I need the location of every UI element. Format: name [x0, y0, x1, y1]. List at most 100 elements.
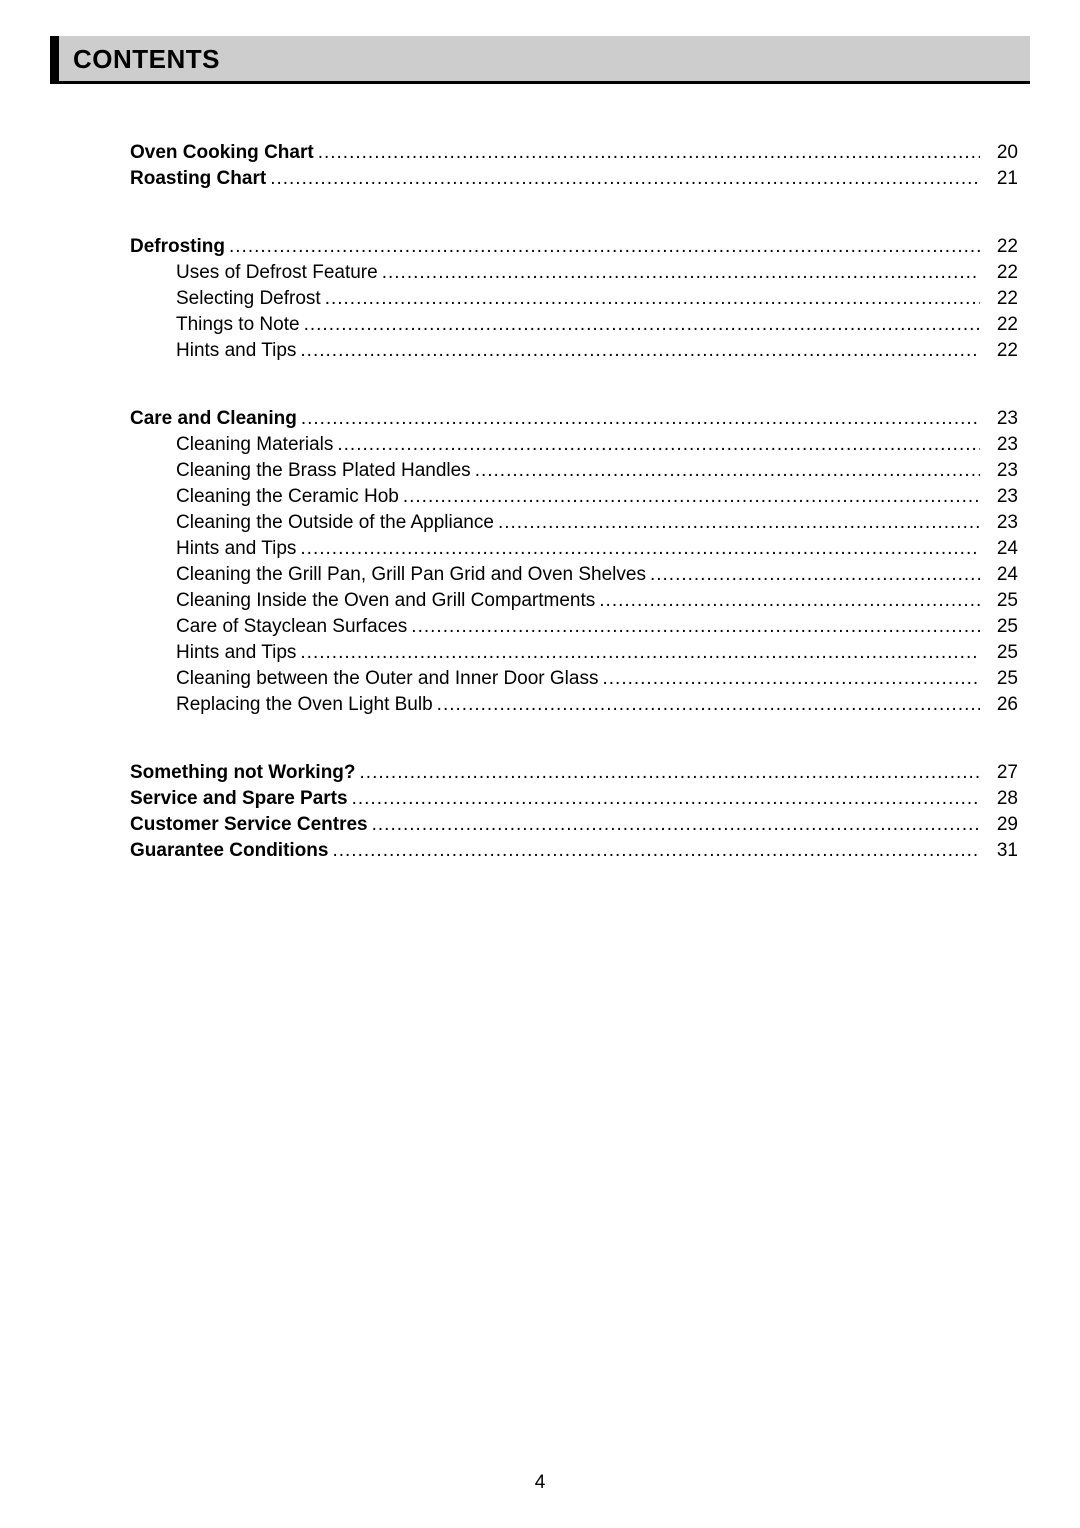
toc-leader-dots [602, 666, 980, 692]
toc-page: 23 [984, 484, 1018, 510]
page: CONTENTS Oven Cooking Chart 20 Roasting … [0, 0, 1080, 1528]
toc-page: 23 [984, 432, 1018, 458]
toc-entry: Oven Cooking Chart 20 [130, 140, 1018, 166]
toc-entry: Cleaning the Brass Plated Handles 23 [130, 458, 1018, 484]
toc-page: 23 [984, 406, 1018, 432]
toc-label: Care and Cleaning [130, 406, 297, 432]
toc-entry: Something not Working? 27 [130, 760, 1018, 786]
toc-page: 21 [984, 166, 1018, 192]
toc-label: Oven Cooking Chart [130, 140, 314, 166]
toc-leader-dots [411, 614, 980, 640]
toc-page: 29 [984, 812, 1018, 838]
page-number: 4 [0, 1472, 1080, 1494]
toc-entry: Replacing the Oven Light Bulb 26 [130, 692, 1018, 718]
toc-leader-dots [332, 838, 980, 864]
table-of-contents: Oven Cooking Chart 20 Roasting Chart 21 … [130, 140, 1018, 864]
toc-label: Things to Note [176, 312, 300, 338]
toc-page: 23 [984, 510, 1018, 536]
toc-leader-dots [382, 260, 980, 286]
toc-section: Defrosting 22 Uses of Defrost Feature 22… [130, 234, 1018, 364]
toc-section: Something not Working? 27 Service and Sp… [130, 760, 1018, 864]
toc-entry: Hints and Tips 24 [130, 536, 1018, 562]
toc-page: 24 [984, 562, 1018, 588]
toc-entry: Care of Stayclean Surfaces 25 [130, 614, 1018, 640]
toc-label: Selecting Defrost [176, 286, 321, 312]
toc-label: Hints and Tips [176, 640, 296, 666]
toc-page: 25 [984, 666, 1018, 692]
toc-label: Replacing the Oven Light Bulb [176, 692, 433, 718]
toc-label: Something not Working? [130, 760, 356, 786]
toc-page: 22 [984, 286, 1018, 312]
toc-page: 31 [984, 838, 1018, 864]
toc-leader-dots [270, 166, 980, 192]
toc-entry: Defrosting 22 [130, 234, 1018, 260]
toc-entry: Cleaning between the Outer and Inner Doo… [130, 666, 1018, 692]
toc-page: 25 [984, 614, 1018, 640]
toc-entry: Roasting Chart 21 [130, 166, 1018, 192]
toc-leader-dots [337, 432, 980, 458]
toc-page: 25 [984, 640, 1018, 666]
toc-leader-dots [352, 786, 980, 812]
toc-leader-dots [498, 510, 980, 536]
toc-leader-dots [304, 312, 980, 338]
toc-page: 23 [984, 458, 1018, 484]
toc-entry: Care and Cleaning 23 [130, 406, 1018, 432]
toc-label: Guarantee Conditions [130, 838, 328, 864]
toc-entry: Customer Service Centres 29 [130, 812, 1018, 838]
toc-page: 26 [984, 692, 1018, 718]
toc-leader-dots [318, 140, 980, 166]
toc-leader-dots [300, 536, 980, 562]
toc-leader-dots [325, 286, 980, 312]
toc-label: Cleaning the Ceramic Hob [176, 484, 399, 510]
contents-header-bar: CONTENTS [50, 36, 1030, 84]
toc-page: 22 [984, 260, 1018, 286]
toc-entry: Service and Spare Parts 28 [130, 786, 1018, 812]
toc-label: Hints and Tips [176, 338, 296, 364]
toc-page: 20 [984, 140, 1018, 166]
toc-label: Cleaning between the Outer and Inner Doo… [176, 666, 598, 692]
toc-label: Defrosting [130, 234, 225, 260]
toc-page: 28 [984, 786, 1018, 812]
toc-entry: Hints and Tips 25 [130, 640, 1018, 666]
toc-leader-dots [360, 760, 980, 786]
toc-entry: Uses of Defrost Feature 22 [130, 260, 1018, 286]
toc-page: 22 [984, 234, 1018, 260]
toc-leader-dots [300, 640, 980, 666]
toc-label: Cleaning Inside the Oven and Grill Compa… [176, 588, 595, 614]
toc-page: 25 [984, 588, 1018, 614]
toc-section: Care and Cleaning 23 Cleaning Materials … [130, 406, 1018, 718]
toc-label: Hints and Tips [176, 536, 296, 562]
toc-entry: Things to Note 22 [130, 312, 1018, 338]
toc-leader-dots [403, 484, 980, 510]
toc-leader-dots [599, 588, 980, 614]
toc-page: 24 [984, 536, 1018, 562]
toc-entry: Hints and Tips 22 [130, 338, 1018, 364]
toc-entry: Guarantee Conditions 31 [130, 838, 1018, 864]
toc-entry: Cleaning the Ceramic Hob 23 [130, 484, 1018, 510]
toc-leader-dots [301, 406, 980, 432]
toc-entry: Selecting Defrost 22 [130, 286, 1018, 312]
toc-leader-dots [372, 812, 980, 838]
toc-leader-dots [229, 234, 980, 260]
toc-entry: Cleaning the Outside of the Appliance 23 [130, 510, 1018, 536]
toc-label: Cleaning the Outside of the Appliance [176, 510, 494, 536]
toc-leader-dots [300, 338, 980, 364]
toc-label: Cleaning Materials [176, 432, 333, 458]
toc-leader-dots [437, 692, 980, 718]
toc-label: Cleaning the Grill Pan, Grill Pan Grid a… [176, 562, 646, 588]
toc-label: Customer Service Centres [130, 812, 368, 838]
toc-label: Roasting Chart [130, 166, 266, 192]
toc-page: 27 [984, 760, 1018, 786]
toc-entry: Cleaning Materials 23 [130, 432, 1018, 458]
toc-entry: Cleaning Inside the Oven and Grill Compa… [130, 588, 1018, 614]
toc-label: Cleaning the Brass Plated Handles [176, 458, 471, 484]
toc-leader-dots [475, 458, 980, 484]
toc-label: Care of Stayclean Surfaces [176, 614, 407, 640]
toc-leader-dots [650, 562, 980, 588]
toc-entry: Cleaning the Grill Pan, Grill Pan Grid a… [130, 562, 1018, 588]
toc-page: 22 [984, 338, 1018, 364]
toc-label: Service and Spare Parts [130, 786, 348, 812]
toc-label: Uses of Defrost Feature [176, 260, 378, 286]
contents-title: CONTENTS [73, 44, 220, 74]
toc-page: 22 [984, 312, 1018, 338]
